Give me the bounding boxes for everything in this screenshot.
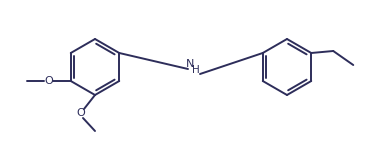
Text: O: O: [45, 76, 53, 86]
Text: O: O: [77, 108, 86, 118]
Text: H: H: [192, 65, 200, 75]
Text: N: N: [186, 59, 194, 69]
